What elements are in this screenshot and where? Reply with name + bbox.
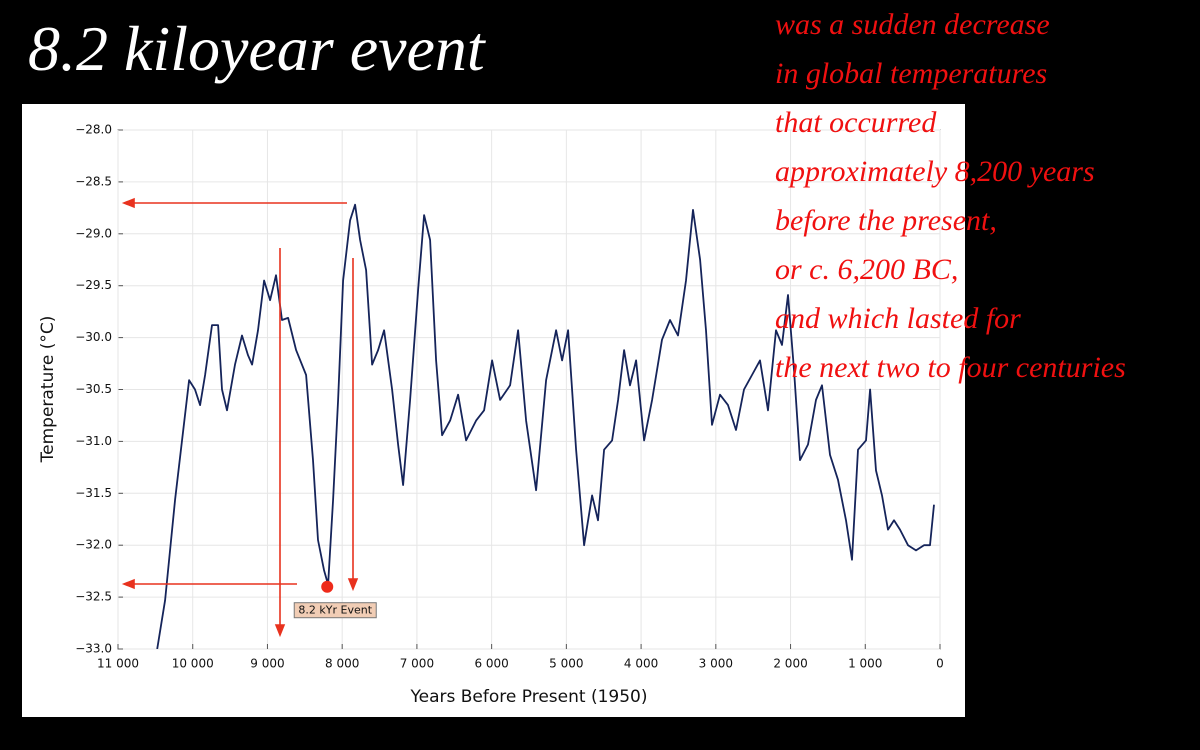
arrows	[121, 197, 359, 638]
arrow-head	[347, 578, 359, 592]
y-tick-label: −31.5	[75, 486, 112, 500]
x-tick-label: 7 000	[400, 657, 434, 671]
x-tick-label: 6 000	[474, 657, 508, 671]
description-line: or c. 6,200 BC,	[775, 253, 959, 286]
arrow-head	[121, 578, 135, 590]
x-tick-label: 5 000	[549, 657, 583, 671]
x-tick-label: 11 000	[97, 657, 139, 671]
arrow-head	[121, 197, 135, 209]
x-tick-label: 4 000	[624, 657, 658, 671]
y-tick-label: −33.0	[75, 642, 112, 656]
y-tick-label: −32.5	[75, 590, 112, 604]
description-line: approximately 8,200 years	[775, 155, 1095, 188]
event-point	[321, 580, 334, 593]
y-tick-label: −32.0	[75, 538, 112, 552]
description-line: that occurred	[775, 106, 937, 139]
x-tick-label: 1 000	[848, 657, 882, 671]
description-line: and which lasted for	[775, 302, 1021, 335]
description-line: was a sudden decrease	[775, 8, 1050, 41]
description-line: the next two to four centuries	[775, 351, 1126, 384]
x-axis-label: Years Before Present (1950)	[410, 687, 648, 707]
x-tick-label: 8 000	[325, 657, 359, 671]
y-tick-label: −30.0	[75, 330, 112, 344]
y-tick-label: −29.5	[75, 278, 112, 292]
x-tick-label: 9 000	[250, 657, 284, 671]
y-tick-label: −31.0	[75, 434, 112, 448]
y-tick-label: −28.0	[75, 123, 112, 137]
x-tick-label: 10 000	[172, 657, 214, 671]
y-tick-label: −29.0	[75, 226, 112, 240]
x-tick-label: 3 000	[699, 657, 733, 671]
slide-title: 8.2 kiloyear event	[28, 13, 485, 84]
event-label: 8.2 kYr Event	[298, 604, 372, 617]
grid	[117, 129, 941, 650]
y-axis-label: Temperature (°C)	[38, 316, 58, 464]
y-tick-label: −28.5	[75, 174, 112, 188]
description-line: in global temperatures	[775, 57, 1048, 90]
x-tick-label: 2 000	[773, 657, 807, 671]
event-label-box	[293, 602, 377, 619]
description-line: before the present,	[775, 204, 997, 237]
x-tick-label: 0	[936, 657, 944, 671]
y-tick-label: −30.5	[75, 382, 112, 396]
arrow-head	[274, 624, 286, 638]
